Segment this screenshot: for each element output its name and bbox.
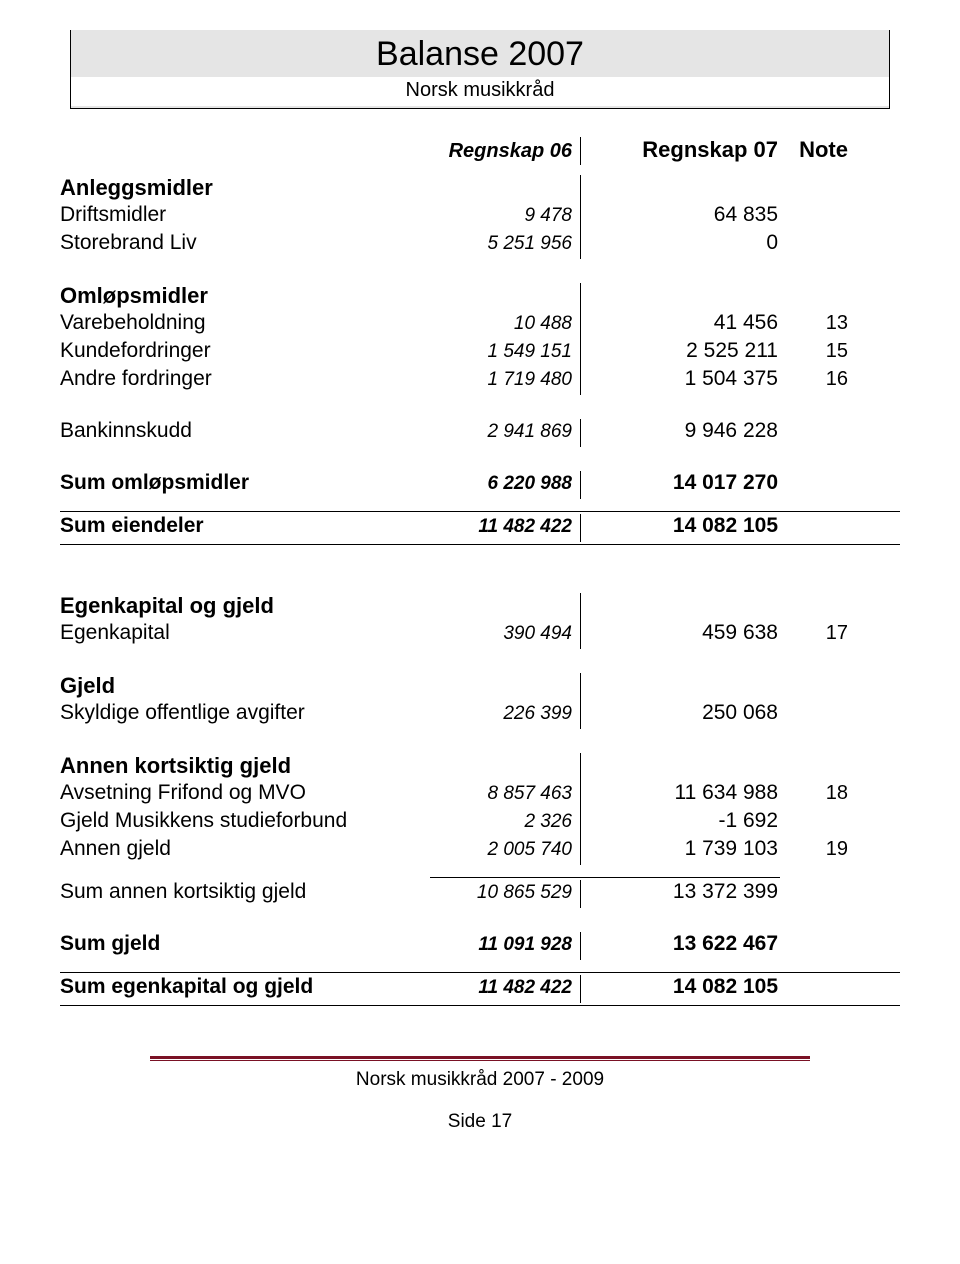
balance-sheet: Regnskap 06 Regnskap 07 Note Anleggsmidl… [60,137,900,1006]
section-head: Anleggsmidler [60,175,430,201]
footer-rule [150,1056,810,1061]
value-06: 226 399 [430,703,580,725]
rule [60,511,900,512]
value-07: 2 525 211 [598,339,778,363]
value-07: 1 504 375 [598,367,778,391]
value-07: 14 082 105 [598,975,778,999]
line-item: Kundefordringer 1 549 151 2 525 211 15 [60,339,900,367]
section-head: Annen kortsiktig gjeld [60,753,430,779]
value-07: -1 692 [598,809,778,833]
sum-eiendeler: Sum eiendeler 11 482 422 14 082 105 [60,514,900,542]
value-07: 13 372 399 [598,880,778,904]
page-number: Side 17 [60,1111,900,1133]
value-06: 390 494 [430,623,580,645]
value-07: 14 082 105 [598,514,778,538]
label: Skyldige offentlige avgifter [60,701,430,725]
sum-omlopsmidler: Sum omløpsmidler 6 220 988 14 017 270 [60,471,900,499]
page: Balanse 2007 Norsk musikkråd Regnskap 06… [0,0,960,1264]
label: Sum egenkapital og gjeld [60,975,430,999]
section-head: Gjeld [60,673,430,699]
value-07: 1 739 103 [598,837,778,861]
line-item: Gjeld Musikkens studieforbund 2 326 -1 6… [60,809,900,837]
note: 18 [778,782,848,805]
rule [60,544,900,545]
line-item: Annen gjeld 2 005 740 1 739 103 19 [60,837,900,865]
line-item: Bankinnskudd 2 941 869 9 946 228 [60,419,900,447]
col-header-note: Note [778,137,848,163]
value-07: 13 622 467 [598,932,778,956]
sum-egenkapital-og-gjeld: Sum egenkapital og gjeld 11 482 422 14 0… [60,975,900,1003]
col-header-07: Regnskap 07 [598,137,778,163]
value-06: 1 549 151 [430,341,580,363]
line-item: Storebrand Liv 5 251 956 0 [60,231,900,259]
label: Storebrand Liv [60,231,430,255]
value-06: 5 251 956 [430,233,580,255]
label: Gjeld Musikkens studieforbund [60,809,430,833]
label: Sum gjeld [60,932,430,956]
col-header-06: Regnskap 06 [430,140,580,163]
value-06: 11 482 422 [430,977,580,999]
value-07: 41 456 [598,311,778,335]
value-06: 2 326 [430,811,580,833]
note: 17 [778,622,848,645]
value-06: 8 857 463 [430,783,580,805]
value-06: 11 091 928 [430,934,580,956]
section-head: Omløpsmidler [60,283,430,309]
rule-short [430,877,780,878]
sum-annen-kortsiktig-gjeld: Sum annen kortsiktig gjeld 10 865 529 13… [60,880,900,908]
value-06: 9 478 [430,205,580,227]
section-annen-kortsiktig-gjeld: Annen kortsiktig gjeld [60,753,900,781]
label: Avsetning Frifond og MVO [60,781,430,805]
line-item: Skyldige offentlige avgifter 226 399 250… [60,701,900,729]
value-06: 11 482 422 [430,516,580,538]
value-07: 0 [598,231,778,255]
section-head: Egenkapital og gjeld [60,593,430,619]
label: Sum annen kortsiktig gjeld [60,880,430,904]
label: Annen gjeld [60,837,430,861]
document-title: Balanse 2007 [71,36,889,73]
line-item: Avsetning Frifond og MVO 8 857 463 11 63… [60,781,900,809]
footer-text: Norsk musikkråd 2007 - 2009 [60,1069,900,1091]
note: 19 [778,838,848,861]
label: Egenkapital [60,621,430,645]
sum-gjeld: Sum gjeld 11 091 928 13 622 467 [60,932,900,960]
line-item: Varebeholdning 10 488 41 456 13 [60,311,900,339]
label: Bankinnskudd [60,419,430,443]
label: Driftsmidler [60,203,430,227]
label: Sum omløpsmidler [60,471,430,495]
section-egenkapital-og-gjeld: Egenkapital og gjeld [60,593,900,621]
value-06: 6 220 988 [430,473,580,495]
note: 13 [778,312,848,335]
label: Varebeholdning [60,311,430,335]
value-07: 459 638 [598,621,778,645]
line-item: Andre fordringer 1 719 480 1 504 375 16 [60,367,900,395]
column-header-row: Regnskap 06 Regnskap 07 Note [60,137,900,165]
value-07: 9 946 228 [598,419,778,443]
value-06: 2 005 740 [430,839,580,861]
value-06: 10 865 529 [430,882,580,904]
note: 16 [778,368,848,391]
note: 15 [778,340,848,363]
value-07: 250 068 [598,701,778,725]
section-anleggsmidler: Anleggsmidler [60,175,900,203]
rule [60,1005,900,1006]
title-box: Balanse 2007 Norsk musikkråd [70,30,890,109]
value-07: 14 017 270 [598,471,778,495]
rule [60,972,900,973]
label: Kundefordringer [60,339,430,363]
document-subtitle: Norsk musikkråd [71,77,889,106]
label: Andre fordringer [60,367,430,391]
value-06: 10 488 [430,313,580,335]
section-gjeld: Gjeld [60,673,900,701]
value-06: 1 719 480 [430,369,580,391]
section-omlopsmidler: Omløpsmidler [60,283,900,311]
label: Sum eiendeler [60,514,430,538]
value-07: 11 634 988 [598,781,778,805]
value-07: 64 835 [598,203,778,227]
value-06: 2 941 869 [430,421,580,443]
line-item: Egenkapital 390 494 459 638 17 [60,621,900,649]
line-item: Driftsmidler 9 478 64 835 [60,203,900,231]
